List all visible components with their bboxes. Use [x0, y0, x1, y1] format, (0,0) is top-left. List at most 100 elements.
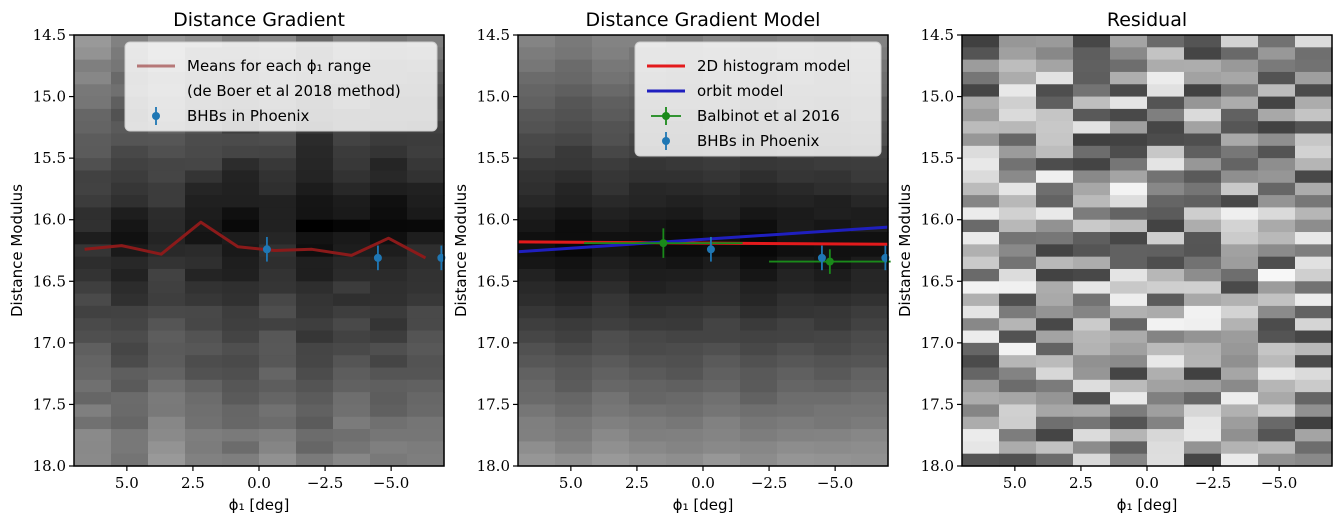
heatmap-cell — [370, 318, 408, 332]
heatmap-cell — [1295, 416, 1333, 430]
heatmap-cell — [629, 256, 667, 270]
heatmap-cell — [1036, 256, 1074, 270]
heatmap-cell — [777, 268, 815, 282]
heatmap-cell — [666, 244, 704, 258]
heatmap-cell — [555, 281, 593, 295]
y-tick-label: 17.5 — [33, 395, 66, 413]
heatmap-cell — [740, 219, 778, 233]
heatmap-cell — [703, 416, 741, 430]
heatmap-cell — [333, 133, 371, 147]
heatmap-cell — [259, 330, 297, 344]
heatmap-cell — [555, 416, 593, 430]
heatmap-cell — [296, 355, 334, 369]
heatmap-cell — [555, 158, 593, 172]
heatmap-cell — [111, 170, 149, 184]
heatmap-cell — [1258, 170, 1296, 184]
heatmap-cell — [370, 268, 408, 282]
heatmap-cell — [259, 379, 297, 393]
y-tick-label: 15.0 — [477, 88, 510, 106]
heatmap-cell — [666, 195, 704, 208]
heatmap-cell — [148, 305, 186, 319]
heatmap-cell — [999, 158, 1037, 172]
heatmap-cell — [1184, 404, 1222, 418]
heatmap-3 — [962, 35, 1333, 467]
heatmap-cell — [592, 441, 630, 455]
heatmap-cell — [999, 367, 1037, 381]
heatmap-cell — [1110, 305, 1148, 319]
heatmap-cell — [740, 416, 778, 430]
heatmap-cell — [1258, 121, 1296, 135]
heatmap-cell — [1221, 232, 1259, 245]
heatmap-cell — [1147, 232, 1185, 245]
y-tick-label: 16.5 — [477, 272, 510, 290]
heatmap-cell — [703, 182, 741, 196]
heatmap-cell — [1221, 416, 1259, 430]
heatmap-cell — [666, 219, 704, 233]
heatmap-cell — [1295, 281, 1333, 295]
heatmap-cell — [1073, 195, 1111, 208]
heatmap-cell — [185, 330, 223, 344]
heatmap-cell — [148, 219, 186, 233]
y-tick-label: 14.5 — [921, 26, 954, 44]
heatmap-cell — [259, 429, 297, 442]
heatmap-cell — [814, 392, 852, 406]
x-tick-label: −2.5 — [307, 474, 343, 492]
heatmap-cell — [592, 133, 630, 147]
heatmap-cell — [1147, 108, 1185, 122]
heatmap-cell — [407, 379, 445, 393]
heatmap-cell — [1110, 429, 1148, 442]
legend-marker — [662, 112, 670, 120]
heatmap-cell — [592, 195, 630, 208]
heatmap-cell — [1110, 404, 1148, 418]
heatmap-cell — [259, 133, 297, 147]
heatmap-cell — [222, 281, 260, 295]
heatmap-cell — [407, 182, 445, 196]
heatmap-cell — [1295, 108, 1333, 122]
heatmap-cell — [296, 158, 334, 172]
heatmap-cell — [962, 293, 1000, 307]
heatmap-cell — [999, 71, 1037, 85]
heatmap-cell — [74, 145, 112, 159]
heatmap-cell — [555, 330, 593, 344]
heatmap-cell — [74, 232, 112, 245]
heatmap-cell — [740, 367, 778, 381]
heatmap-cell — [1258, 318, 1296, 332]
heatmap-cell — [592, 71, 630, 85]
heatmap-cell — [222, 158, 260, 172]
heatmap-cell — [518, 342, 556, 356]
heatmap-cell — [777, 293, 815, 307]
heatmap-cell — [259, 342, 297, 356]
heatmap-cell — [74, 35, 112, 48]
heatmap-cell — [851, 367, 889, 381]
heatmap-cell — [740, 342, 778, 356]
heatmap-cell — [185, 379, 223, 393]
heatmap-cell — [555, 35, 593, 48]
heatmap-cell — [185, 429, 223, 442]
heatmap-cell — [592, 145, 630, 159]
heatmap-cell — [851, 293, 889, 307]
heatmap-cell — [1221, 35, 1259, 48]
heatmap-cell — [1110, 182, 1148, 196]
heatmap-cell — [1258, 207, 1296, 221]
heatmap-cell — [1073, 71, 1111, 85]
heatmap-cell — [74, 182, 112, 196]
heatmap-cell — [1110, 35, 1148, 48]
heatmap-cell — [518, 429, 556, 442]
heatmap-cell — [370, 195, 408, 208]
heatmap-cell — [222, 219, 260, 233]
heatmap-cell — [592, 330, 630, 344]
y-tick-label: 14.5 — [477, 26, 510, 44]
heatmap-cell — [259, 293, 297, 307]
heatmap-cell — [1073, 355, 1111, 369]
heatmap-cell — [629, 429, 667, 442]
heatmap-cell — [185, 145, 223, 159]
heatmap-cell — [222, 392, 260, 406]
heatmap-cell — [555, 133, 593, 147]
data-point — [373, 253, 382, 262]
heatmap-cell — [666, 342, 704, 356]
heatmap-cell — [333, 416, 371, 430]
heatmap-cell — [1073, 158, 1111, 172]
heatmap-cell — [74, 416, 112, 430]
heatmap-cell — [999, 182, 1037, 196]
